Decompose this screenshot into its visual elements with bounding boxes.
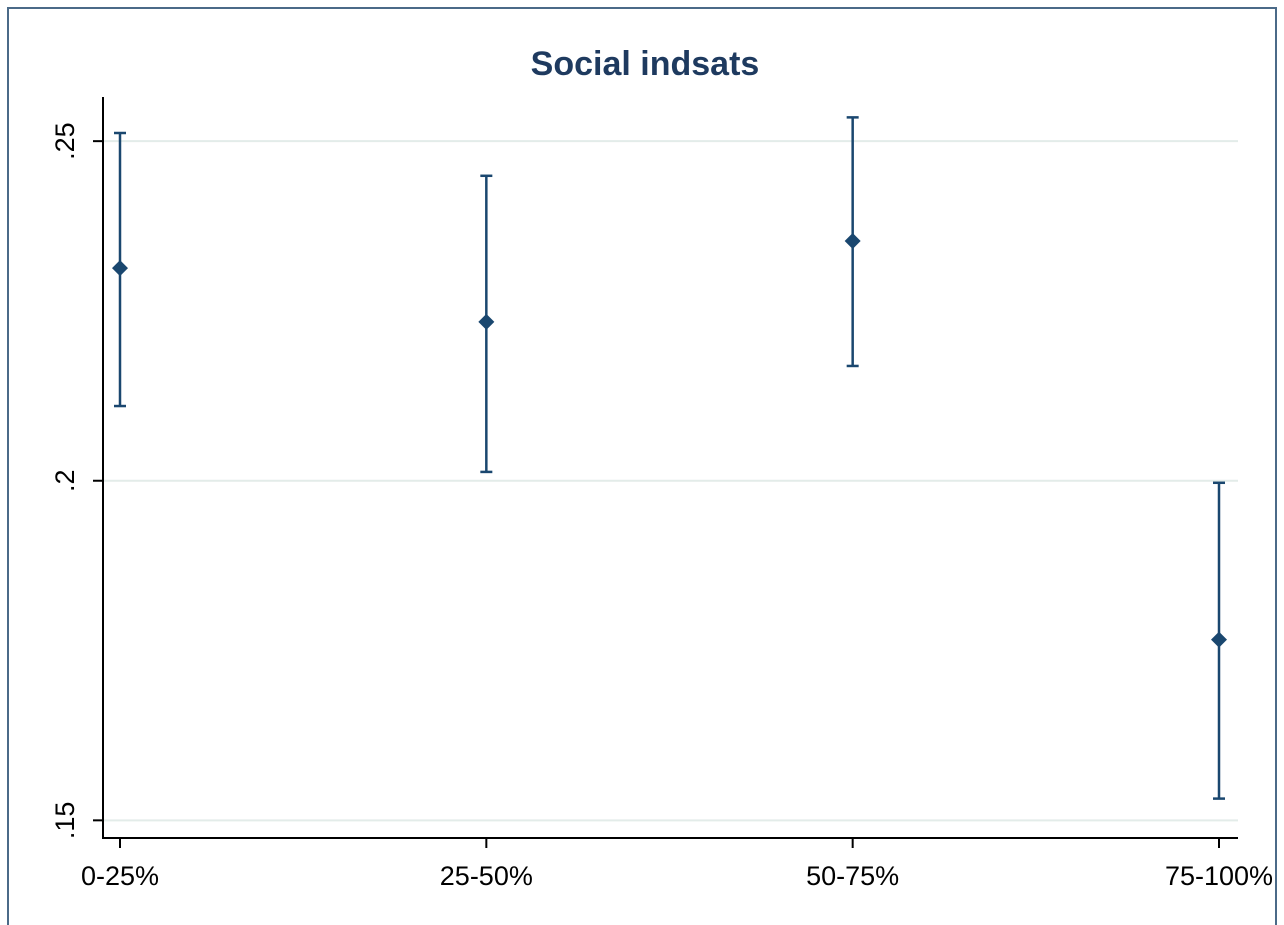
point	[478, 313, 495, 330]
point	[112, 260, 128, 277]
y-tick-label: .2	[50, 469, 80, 492]
point	[1211, 631, 1227, 648]
y-tick-label: .15	[50, 802, 80, 840]
frame	[7, 7, 1277, 925]
x-tick-label: 50-75%	[806, 861, 899, 891]
x-tick-label: 75-100%	[1165, 861, 1273, 891]
x-tick-label: 25-50%	[440, 861, 533, 891]
y-tick-label: .25	[50, 122, 80, 160]
x-tick-label: 0-25%	[81, 861, 159, 891]
point	[844, 232, 861, 249]
chart-title: Social indsats	[531, 45, 760, 83]
